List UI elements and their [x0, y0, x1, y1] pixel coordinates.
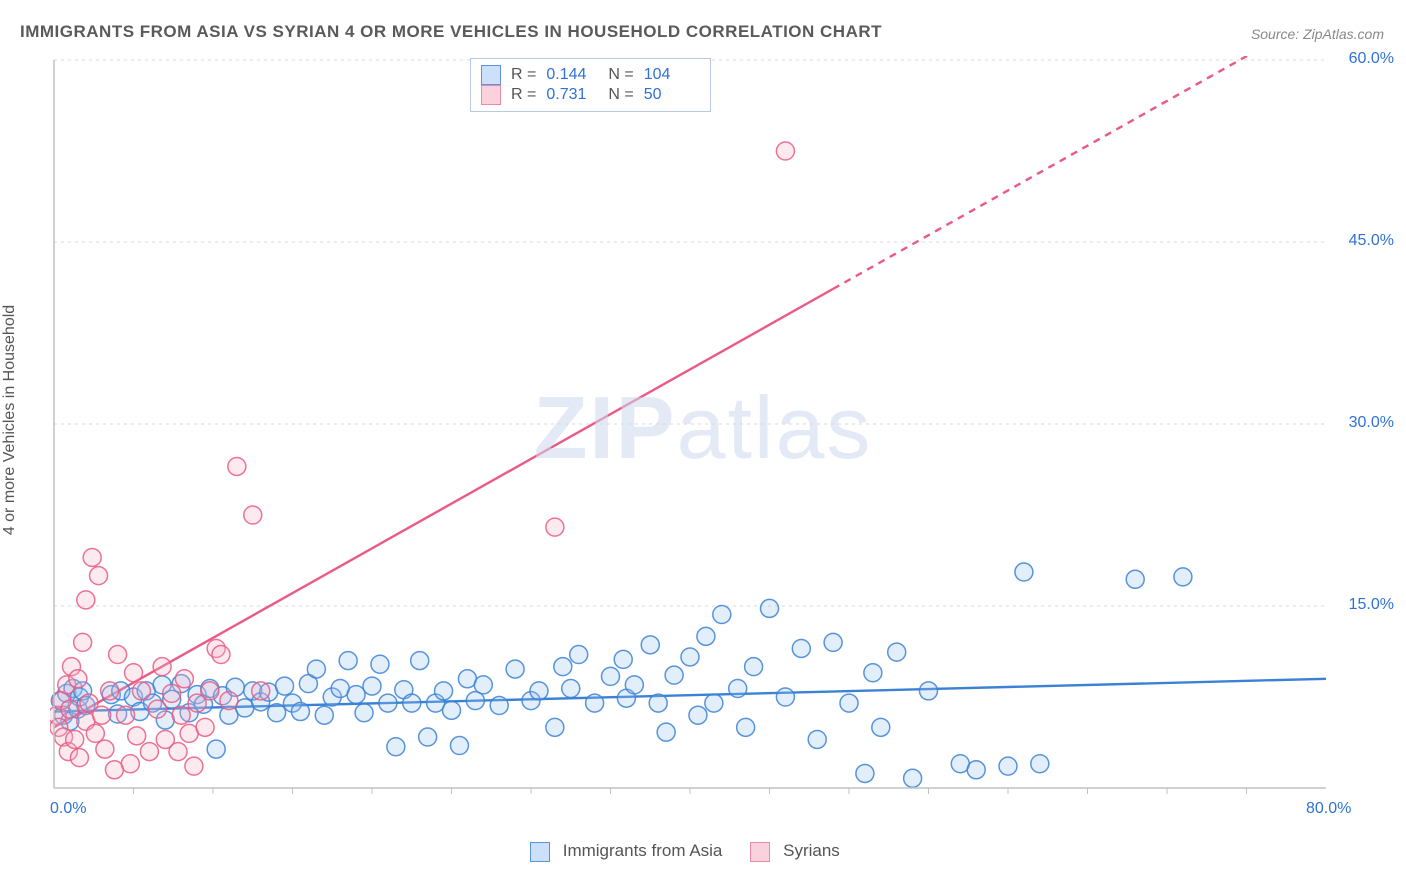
legend-r-value: 0.731	[546, 86, 598, 104]
legend-n-value: 50	[644, 86, 696, 104]
legend-correlation-box: R = 0.144 N = 104 R = 0.731 N = 50	[470, 58, 711, 112]
source-attribution: Source: ZipAtlas.com	[1251, 26, 1384, 42]
legend-r-value: 0.144	[546, 66, 598, 84]
y-tick-label: 15.0%	[1334, 596, 1394, 614]
legend-r-label: R =	[511, 86, 536, 104]
legend-n-label: N =	[608, 86, 633, 104]
scatter-plot	[50, 56, 1330, 812]
x-axis-origin-label: 0.0%	[50, 800, 86, 818]
legend-row: R = 0.731 N = 50	[481, 85, 696, 105]
y-tick-label: 60.0%	[1334, 50, 1394, 68]
chart-title: IMMIGRANTS FROM ASIA VS SYRIAN 4 OR MORE…	[20, 22, 882, 42]
legend-swatch	[750, 842, 770, 862]
legend-label: Immigrants from Asia	[563, 841, 723, 860]
legend-r-label: R =	[511, 66, 536, 84]
legend-item: Syrians	[750, 841, 839, 862]
legend-swatch	[530, 842, 550, 862]
legend-swatch	[481, 85, 501, 105]
legend-n-label: N =	[608, 66, 633, 84]
x-axis-max-label: 80.0%	[1306, 800, 1351, 818]
y-tick-label: 45.0%	[1334, 232, 1394, 250]
y-axis-title: 4 or more Vehicles in Household	[1, 305, 19, 535]
legend-label: Syrians	[783, 841, 840, 860]
legend-series: Immigrants from Asia Syrians	[530, 841, 840, 862]
y-tick-label: 30.0%	[1334, 414, 1394, 432]
legend-n-value: 104	[644, 66, 696, 84]
legend-row: R = 0.144 N = 104	[481, 65, 696, 85]
legend-swatch	[481, 65, 501, 85]
legend-item: Immigrants from Asia	[530, 841, 722, 862]
